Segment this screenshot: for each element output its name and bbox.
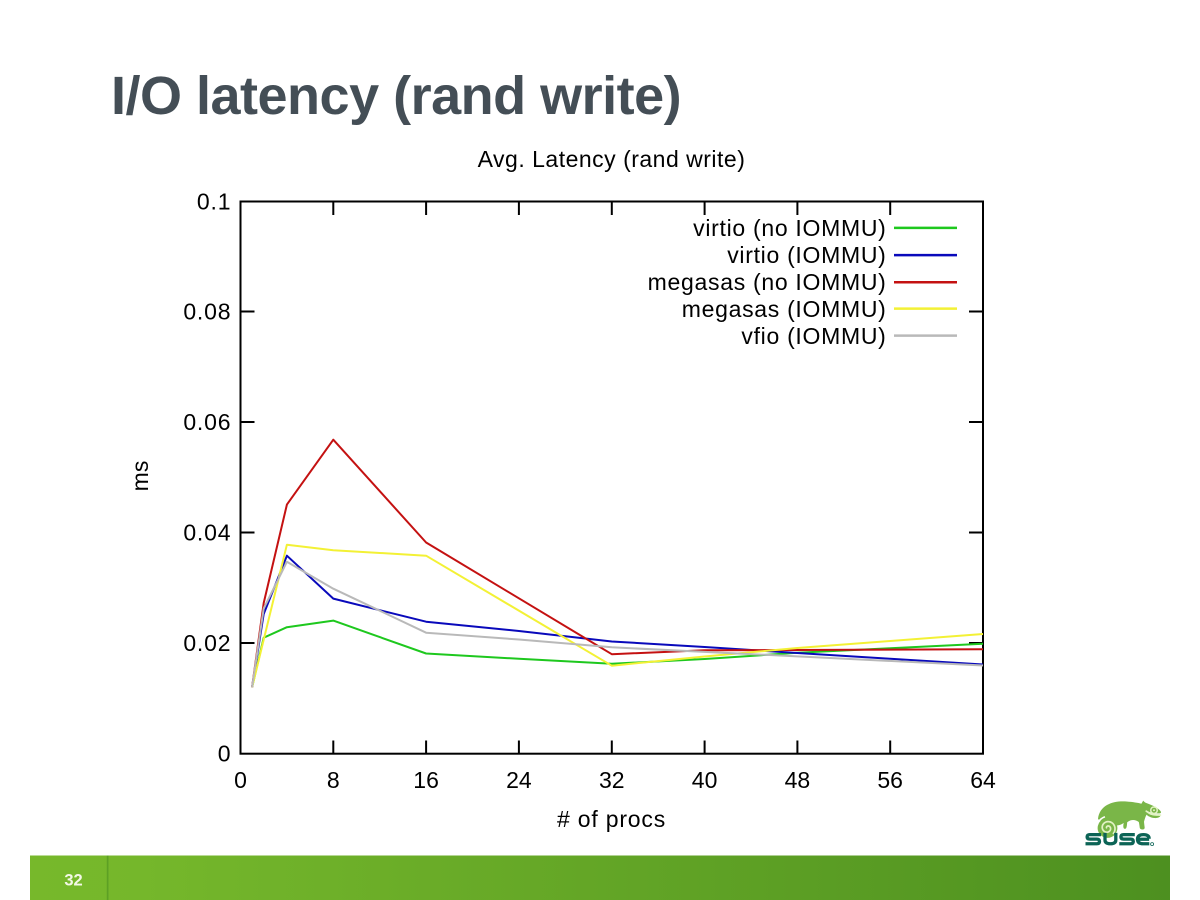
svg-text:0.04: 0.04 (183, 520, 231, 546)
svg-text:0.1: 0.1 (197, 189, 231, 215)
svg-text:# of procs: # of procs (557, 806, 666, 832)
svg-text:megasas (IOMMU): megasas (IOMMU) (682, 296, 887, 322)
svg-text:megasas (no IOMMU): megasas (no IOMMU) (648, 269, 887, 295)
svg-text:Avg. Latency (rand write): Avg. Latency (rand write) (478, 146, 746, 172)
svg-text:0: 0 (234, 767, 247, 793)
svg-text:48: 48 (785, 767, 811, 793)
svg-text:56: 56 (877, 767, 903, 793)
svg-text:0.08: 0.08 (183, 299, 231, 325)
svg-text:virtio (no IOMMU): virtio (no IOMMU) (693, 215, 886, 241)
svg-text:0: 0 (218, 741, 232, 767)
svg-text:32: 32 (599, 767, 625, 793)
svg-text:I/O latency (rand write): I/O latency (rand write) (111, 66, 681, 126)
svg-text:32: 32 (64, 871, 82, 889)
svg-text:40: 40 (692, 767, 718, 793)
svg-text:8: 8 (327, 767, 340, 793)
svg-text:0.06: 0.06 (183, 409, 231, 435)
svg-text:ms: ms (127, 461, 153, 492)
svg-text:16: 16 (413, 767, 439, 793)
svg-text:vfio (IOMMU): vfio (IOMMU) (741, 323, 886, 349)
svg-text:virtio (IOMMU): virtio (IOMMU) (727, 242, 886, 268)
svg-text:64: 64 (970, 767, 996, 793)
svg-text:0.02: 0.02 (183, 630, 231, 656)
svg-text:24: 24 (506, 767, 532, 793)
